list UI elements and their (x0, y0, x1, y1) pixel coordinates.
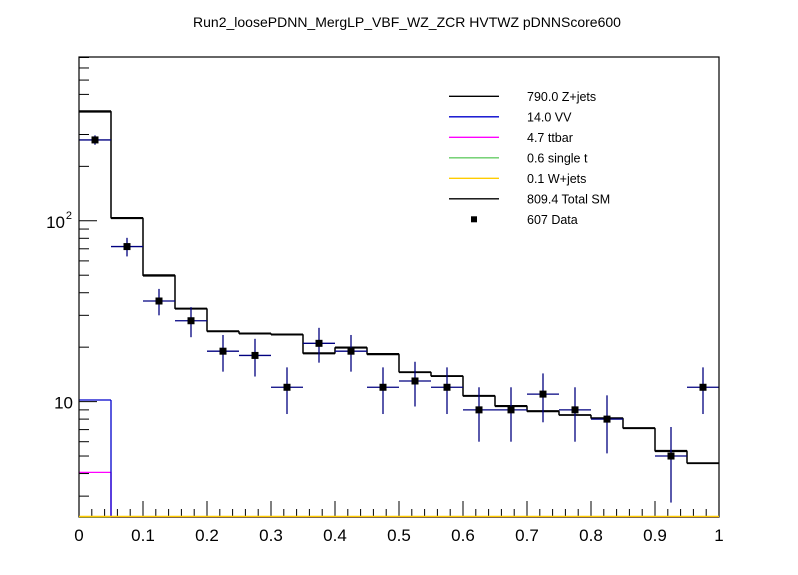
data-marker (667, 452, 675, 460)
legend-label: 4.7 ttbar (527, 131, 573, 145)
x-tick-label: 0.6 (451, 526, 475, 545)
data-marker (603, 415, 611, 423)
data-point (143, 288, 175, 316)
data-marker (91, 136, 99, 144)
data-point (431, 367, 463, 415)
data-marker (571, 406, 579, 414)
data-marker (315, 339, 323, 347)
data-point (367, 367, 399, 415)
x-tick-label: 0 (74, 526, 83, 545)
data-point (687, 367, 719, 415)
y-tick-label: 10 (54, 394, 73, 413)
series-data (79, 135, 719, 503)
x-tick-label: 0.1 (131, 526, 155, 545)
legend-entry: 790.0 Z+jets (449, 90, 596, 104)
legend-entry: 14.0 VV (449, 110, 572, 124)
data-point (175, 307, 207, 338)
data-point (655, 426, 687, 503)
data-marker (251, 351, 259, 359)
y-tick-label: 10 (46, 213, 65, 232)
data-marker (123, 243, 131, 251)
legend: 790.0 Z+jets 14.0 VV 4.7 ttbar 0.6 single t… (449, 90, 610, 227)
legend-entry: 607 Data (471, 213, 578, 227)
x-tick-label: 0.9 (643, 526, 667, 545)
x-tick-label: 0.3 (259, 526, 283, 545)
data-point (335, 334, 367, 372)
data-point (559, 387, 591, 442)
data-point (463, 387, 495, 442)
data-point (207, 334, 239, 372)
data-point (239, 338, 271, 377)
plot-area (79, 110, 719, 518)
legend-label: 607 Data (527, 213, 578, 227)
x-tick-label: 0.5 (387, 526, 411, 545)
legend-entry: 809.4 Total SM (449, 192, 610, 206)
data-point (591, 395, 623, 454)
legend-entry: 0.6 single t (449, 151, 588, 165)
x-tick-label: 0.8 (579, 526, 603, 545)
data-marker (699, 383, 707, 391)
data-point (495, 387, 527, 442)
data-marker (475, 406, 483, 414)
legend-label: 0.6 single t (527, 151, 588, 165)
data-marker (187, 317, 195, 325)
data-marker (379, 383, 387, 391)
data-marker (411, 377, 419, 385)
legend-label: 809.4 Total SM (527, 192, 610, 206)
x-tick-label: 0.7 (515, 526, 539, 545)
data-point (399, 361, 431, 407)
data-marker (443, 383, 451, 391)
legend-marker (471, 216, 477, 223)
chart-title: Run2_loosePDNN_MergLP_VBF_WZ_ZCR HVTWZ p… (193, 14, 621, 30)
y-tick-base: 10 (46, 213, 65, 232)
x-tick-label: 0.2 (195, 526, 219, 545)
data-marker (347, 347, 355, 355)
legend-label: 0.1 W+jets (527, 172, 586, 186)
data-point (303, 327, 335, 363)
legend-label: 790.0 Z+jets (527, 90, 596, 104)
data-point (79, 135, 111, 145)
x-tick-label: 0.4 (323, 526, 347, 545)
legend-entry: 0.1 W+jets (449, 172, 586, 186)
data-point (271, 367, 303, 415)
data-point (527, 373, 559, 423)
x-tick-label: 1 (714, 526, 723, 545)
data-marker (539, 390, 547, 398)
data-marker (155, 297, 163, 305)
data-marker (507, 406, 515, 414)
y-tick-exponent: 2 (66, 210, 72, 222)
data-marker (219, 347, 227, 355)
series-total-sm (79, 110, 719, 464)
legend-entry: 4.7 ttbar (449, 131, 573, 145)
data-point (111, 237, 143, 257)
legend-label: 14.0 VV (527, 110, 572, 124)
data-marker (283, 383, 291, 391)
